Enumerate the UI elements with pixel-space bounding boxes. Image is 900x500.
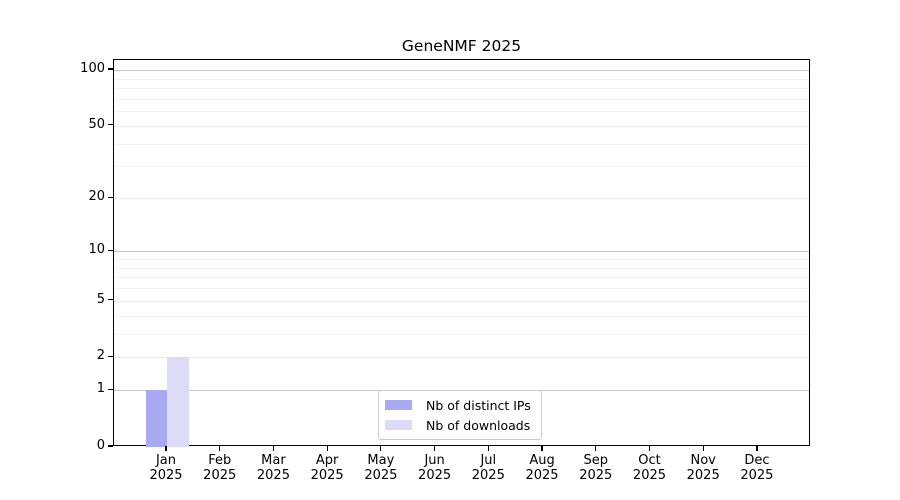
gridline-minor [114,111,809,113]
gridline-major [114,125,809,127]
x-tick [272,446,275,451]
gridline-minor [114,78,809,80]
gridline-major [114,357,809,359]
x-tick-label: Mar 2025 [256,453,290,483]
gridline-major [114,70,809,71]
x-tick-label: Jan 2025 [149,453,183,483]
x-tick-label: Jun 2025 [418,453,452,483]
x-tick-label: Feb 2025 [203,453,237,483]
gridline-major [114,300,809,302]
x-tick [541,446,543,451]
plot-area [113,59,810,447]
legend: Nb of distinct IPs Nb of downloads [378,390,542,440]
x-tick [702,446,704,451]
gridline-minor [114,277,809,279]
legend-swatch [385,400,412,410]
y-tick [108,124,113,126]
chart-title: GeneNMF 2025 [401,37,522,55]
gridline-minor [114,166,809,168]
bar-distinct-ips [145,390,167,447]
gridline-minor [114,288,809,290]
x-tick-label: Nov 2025 [686,453,720,483]
bar-downloads [167,357,189,447]
y-tick [108,445,113,447]
y-tick-label: 1 [96,381,105,397]
x-tick-label: Aug 2025 [525,453,559,483]
x-tick [326,446,328,451]
y-tick [108,299,113,301]
y-tick [108,388,113,390]
y-tick-label: 10 [88,242,105,258]
y-tick-label: 20 [88,189,105,205]
legend-item: Nb of distinct IPs [385,395,531,415]
y-tick [108,196,113,198]
gridline-major [114,251,809,253]
y-tick-label: 5 [96,291,105,307]
legend-item-label: Nb of downloads [426,417,531,433]
x-tick [380,446,382,451]
x-tick [219,446,221,451]
gridline-major [114,198,809,200]
y-tick-label: 100 [80,61,105,76]
x-tick [648,446,651,451]
legend-item-label: Nb of distinct IPs [426,397,531,413]
x-tick-label: May 2025 [364,453,398,483]
gridline-minor [114,267,809,269]
x-tick-label: Oct 2025 [632,453,667,483]
gridline-minor [114,333,809,335]
x-tick [165,446,167,451]
y-tick [108,355,113,357]
x-tick [756,446,758,451]
y-tick-label: 0 [96,438,105,453]
gridline-minor [114,88,809,90]
x-tick-label: Jul 2025 [471,453,505,483]
x-tick [487,446,489,451]
y-tick [108,249,113,251]
y-tick-label: 2 [96,348,105,364]
y-tick-label: 50 [88,116,105,132]
gridline-minor [114,315,809,317]
x-tick-label: Apr 2025 [310,453,344,483]
x-tick [434,446,436,451]
gridline-minor [114,143,809,145]
y-tick [108,68,113,70]
x-tick [595,446,597,451]
legend-swatch [385,420,412,430]
x-tick-label: Sep 2025 [579,453,613,483]
legend-item: Nb of downloads [385,415,531,435]
x-tick-label: Dec 2025 [740,453,774,483]
gridline-minor [114,98,809,100]
gridline-minor [114,258,809,260]
